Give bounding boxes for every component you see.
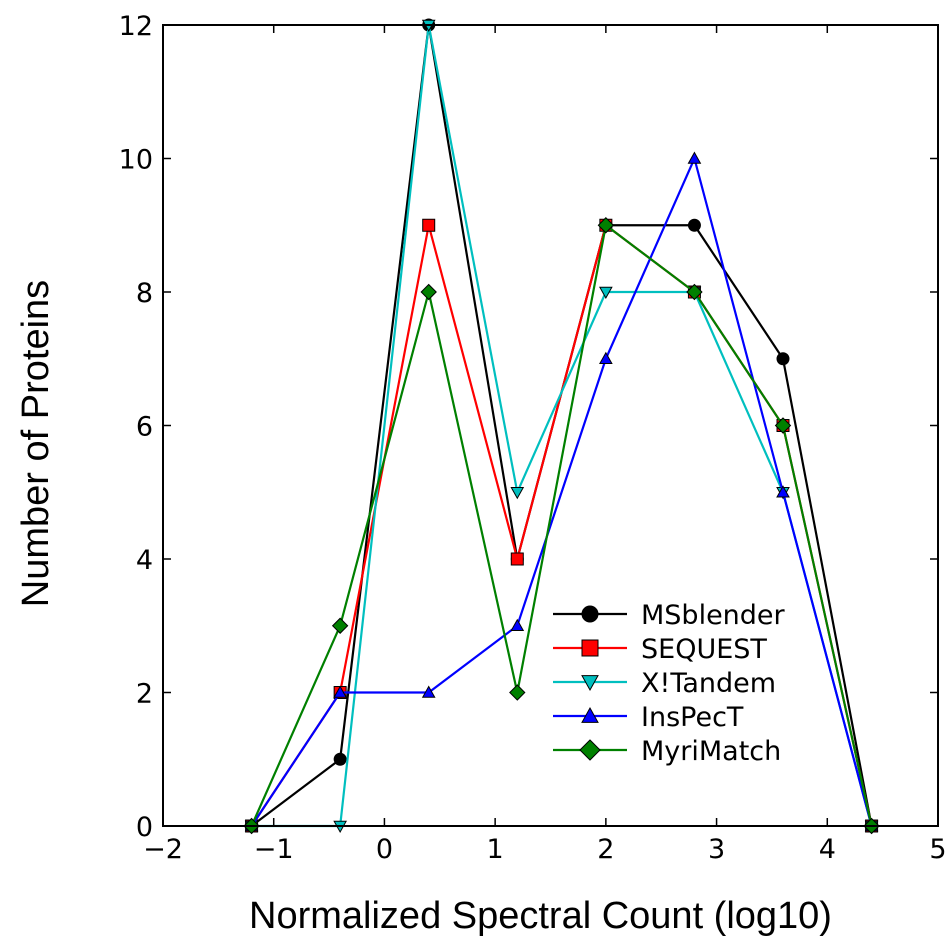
legend-marker [579,739,601,761]
data-point-sequest [422,218,436,232]
y-tick-label: 0 [136,812,153,843]
data-point-myrimatch [686,283,703,301]
x-tick-label: −2 [143,834,183,865]
data-point-msblender [687,218,701,232]
data-point-msblender [776,352,790,366]
data-point-myrimatch [420,283,437,301]
legend-marker [581,605,599,623]
y-tick-label: 4 [136,545,153,576]
series-line-myrimatch [250,223,873,827]
legend-item-xtandem: X!Tandem [553,668,776,699]
x-axis-title: Normalized Spectral Count (log10) [249,895,832,937]
x-tick-label: −1 [254,834,294,865]
data-point-inspect [687,151,702,164]
x-tick-label: 0 [376,834,393,865]
x-tick-label: 4 [819,834,836,865]
x-tick-label: 2 [597,834,614,865]
series-sequest [245,218,879,833]
legend-item-sequest: SEQUEST [553,634,767,665]
legend-marker [581,706,599,723]
data-point-myrimatch [331,617,349,634]
data-point-msblender [333,752,347,766]
y-tick-label: 6 [136,412,153,443]
data-point-inspect [333,685,347,698]
legend-item-myrimatch: MyriMatch [553,736,781,767]
series-line-inspect [250,155,873,827]
legend-label: MyriMatch [641,736,781,767]
data-point-myrimatch [509,684,526,701]
legend-item-msblender: MSblender [553,600,786,631]
y-axis-title: Number of Proteins [15,280,57,607]
legend-label: InsPecT [641,702,744,733]
data-point-myrimatch [597,217,615,234]
data-point-inspect [421,685,436,698]
legend-label: MSblender [641,600,786,631]
y-tick-label: 2 [136,679,153,710]
x-tick-label: 5 [929,834,946,865]
legend-marker [581,675,599,692]
series-inspect [244,151,879,832]
data-point-sequest [510,552,524,566]
y-tick-label: 8 [136,278,153,309]
data-point-inspect [599,351,613,365]
data-point-inspect [510,618,525,632]
legend-label: X!Tandem [641,668,776,699]
plot-frame [162,24,939,827]
data-point-myrimatch [774,417,792,434]
data-point-inspect [776,485,790,498]
legend-marker [581,639,599,657]
series-myrimatch [243,217,880,835]
legend-label: SEQUEST [641,634,767,665]
y-tick-label: 12 [119,11,153,42]
y-tick-label: 10 [119,145,153,176]
data-point-xtandem [599,286,613,300]
legend-item-inspect: InsPecT [553,702,744,733]
x-tick-label: 1 [487,834,504,865]
data-point-xtandem [510,486,525,500]
x-tick-label: 3 [708,834,725,865]
